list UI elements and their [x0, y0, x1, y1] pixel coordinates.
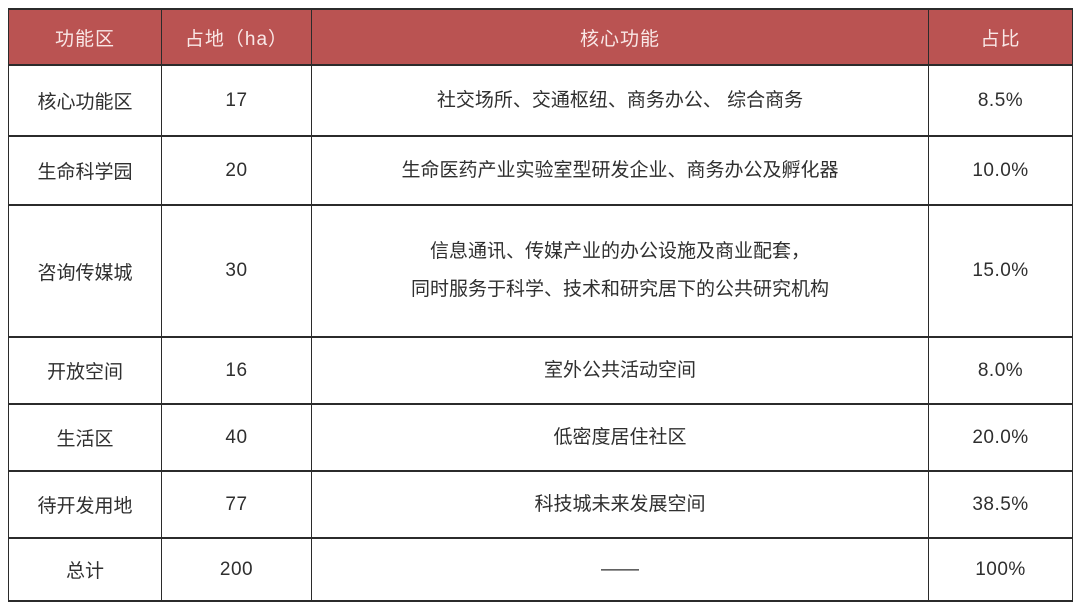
- share-cell: 15.0%: [928, 204, 1073, 338]
- zone-cell: 咨询传媒城: [8, 204, 162, 338]
- function-line: 科技城未来发展空间: [534, 493, 706, 515]
- share-cell: 8.5%: [928, 64, 1073, 137]
- function-line: 生命医药产业实验室型研发企业、商务办公及孵化器: [401, 159, 839, 181]
- function-line: 低密度居住社区: [553, 426, 687, 448]
- zone-cell: 待开发用地: [8, 470, 162, 539]
- area-cell: 20: [161, 135, 312, 206]
- area-cell: 200: [161, 537, 312, 602]
- function-line: 信息通讯、传媒产业的办公设施及商业配套，: [429, 241, 810, 262]
- function-line: ——: [601, 558, 639, 580]
- header-row: 功能区 占地（ha） 核心功能 占比: [8, 8, 1073, 66]
- functions-cell: 信息通讯、传媒产业的办公设施及商业配套， 同时服务于科学、技术和研究居下的公共研究…: [311, 204, 929, 338]
- col-header-area: 占地（ha）: [161, 8, 312, 66]
- land-use-table: 功能区 占地（ha） 核心功能 占比 核心功能区 17 社交场所、交通枢纽、商务…: [8, 8, 1073, 602]
- share-cell: 10.0%: [928, 135, 1073, 206]
- function-line: 社交场所、交通枢纽、商务办公、 综合商务: [436, 89, 804, 111]
- table-row: 咨询传媒城 30 信息通讯、传媒产业的办公设施及商业配套， 同时服务于科学、技术和…: [8, 204, 1073, 338]
- table-body: 核心功能区 17 社交场所、交通枢纽、商务办公、 综合商务 8.5% 生命科学园…: [8, 64, 1073, 602]
- table-row: 生活区 40 低密度居住社区 20.0%: [8, 403, 1073, 472]
- functions-cell: 社交场所、交通枢纽、商务办公、 综合商务: [311, 64, 929, 137]
- functions-cell: 科技城未来发展空间: [311, 470, 929, 539]
- area-cell: 77: [161, 470, 312, 539]
- function-line: 同时服务于科学、技术和研究居下的公共研究机构: [410, 279, 829, 300]
- zone-cell: 生活区: [8, 403, 162, 472]
- col-header-share: 占比: [928, 8, 1073, 66]
- functions-cell: 室外公共活动空间: [311, 336, 929, 405]
- table-row: 核心功能区 17 社交场所、交通枢纽、商务办公、 综合商务 8.5%: [8, 64, 1073, 137]
- table-row: 生命科学园 20 生命医药产业实验室型研发企业、商务办公及孵化器 10.0%: [8, 135, 1073, 206]
- area-cell: 17: [161, 64, 312, 137]
- area-cell: 16: [161, 336, 312, 405]
- table-header: 功能区 占地（ha） 核心功能 占比: [8, 8, 1073, 66]
- share-cell: 100%: [928, 537, 1073, 602]
- table-row: 待开发用地 77 科技城未来发展空间 38.5%: [8, 470, 1073, 539]
- col-header-functions: 核心功能: [311, 8, 929, 66]
- zone-cell: 核心功能区: [8, 64, 162, 137]
- share-cell: 38.5%: [928, 470, 1073, 539]
- area-cell: 30: [161, 204, 312, 338]
- table-row: 总计 200 —— 100%: [8, 537, 1073, 602]
- share-cell: 8.0%: [928, 336, 1073, 405]
- zone-cell: 生命科学园: [8, 135, 162, 206]
- functions-cell: ——: [311, 537, 929, 602]
- functions-cell: 低密度居住社区: [311, 403, 929, 472]
- zone-cell: 开放空间: [8, 336, 162, 405]
- area-cell: 40: [161, 403, 312, 472]
- functions-cell: 生命医药产业实验室型研发企业、商务办公及孵化器: [311, 135, 929, 206]
- col-header-zone: 功能区: [8, 8, 162, 66]
- zone-cell: 总计: [8, 537, 162, 602]
- function-line: 室外公共活动空间: [543, 359, 696, 381]
- share-cell: 20.0%: [928, 403, 1073, 472]
- table-row: 开放空间 16 室外公共活动空间 8.0%: [8, 336, 1073, 405]
